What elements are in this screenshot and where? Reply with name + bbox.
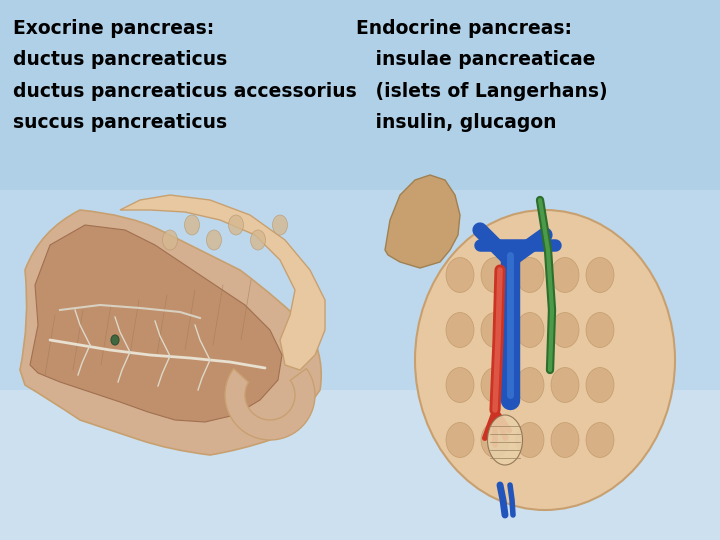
Ellipse shape (228, 215, 243, 235)
Bar (0, 390, 720, 540)
Ellipse shape (551, 258, 579, 293)
Text: Endocrine pancreas:: Endocrine pancreas: (356, 19, 572, 38)
PathPatch shape (225, 368, 315, 440)
Ellipse shape (111, 335, 119, 345)
Ellipse shape (446, 368, 474, 402)
Ellipse shape (446, 313, 474, 348)
Bar (0, 190, 720, 390)
Ellipse shape (516, 258, 544, 293)
Ellipse shape (415, 210, 675, 510)
Ellipse shape (586, 368, 614, 402)
Ellipse shape (487, 415, 523, 465)
Ellipse shape (551, 368, 579, 402)
Text: ductus pancreaticus: ductus pancreaticus (13, 50, 228, 69)
Ellipse shape (163, 230, 178, 250)
Ellipse shape (184, 215, 199, 235)
Ellipse shape (207, 230, 222, 250)
Text: (islets of Langerhans): (islets of Langerhans) (356, 82, 608, 100)
Text: insulae pancreaticae: insulae pancreaticae (356, 50, 596, 69)
Ellipse shape (586, 313, 614, 348)
PathPatch shape (30, 225, 282, 422)
Bar (0, 0, 720, 190)
Ellipse shape (586, 422, 614, 457)
Ellipse shape (516, 313, 544, 348)
Ellipse shape (516, 422, 544, 457)
Ellipse shape (481, 422, 509, 457)
Text: succus pancreaticus: succus pancreaticus (13, 113, 227, 132)
Ellipse shape (516, 368, 544, 402)
Ellipse shape (446, 258, 474, 293)
PathPatch shape (20, 210, 321, 455)
Text: ductus pancreaticus accessorius: ductus pancreaticus accessorius (13, 82, 356, 100)
Ellipse shape (551, 313, 579, 348)
PathPatch shape (120, 195, 325, 370)
Ellipse shape (446, 422, 474, 457)
Ellipse shape (272, 215, 287, 235)
Text: insulin, glucagon: insulin, glucagon (356, 113, 557, 132)
Ellipse shape (586, 258, 614, 293)
Text: Exocrine pancreas:: Exocrine pancreas: (13, 19, 215, 38)
Ellipse shape (481, 313, 509, 348)
Ellipse shape (481, 368, 509, 402)
Ellipse shape (481, 258, 509, 293)
PathPatch shape (385, 175, 460, 268)
Ellipse shape (551, 422, 579, 457)
Ellipse shape (251, 230, 266, 250)
